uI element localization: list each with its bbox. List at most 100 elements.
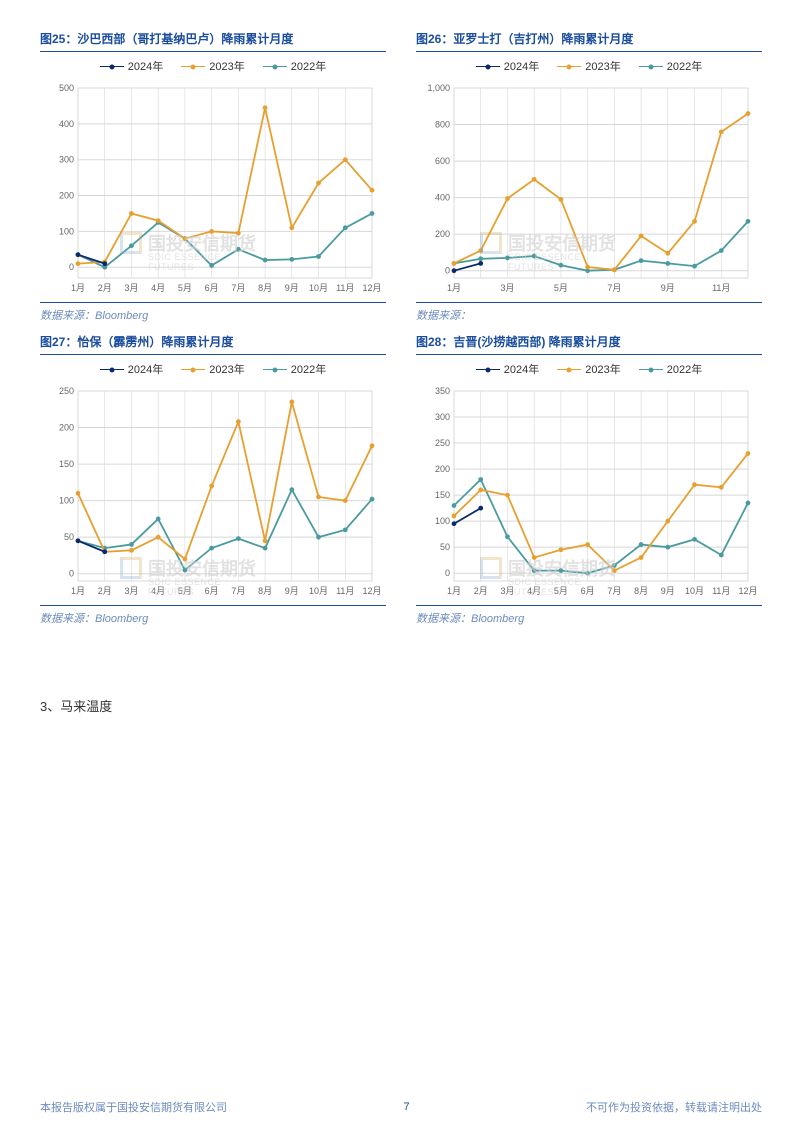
svg-text:4月: 4月 [151,586,165,596]
legend: 2024年 2023年 2022年 [416,58,762,74]
chart-c27: 0501001502002501月2月3月4月5月6月7月8月9月10月11月1… [40,383,380,603]
svg-text:10月: 10月 [309,586,328,596]
svg-text:3月: 3月 [500,586,514,596]
svg-text:200: 200 [59,191,74,201]
svg-text:2月: 2月 [98,586,112,596]
legend-item: 2022年 [639,58,702,74]
svg-text:8月: 8月 [258,283,272,293]
footer: 本报告版权属于国投安信期货有限公司 7 不可作为投资依据，转载请注明出处 [40,1099,762,1115]
svg-text:0: 0 [69,569,74,579]
svg-text:2月: 2月 [474,586,488,596]
footer-left: 本报告版权属于国投安信期货有限公司 [40,1099,227,1115]
svg-text:9月: 9月 [285,283,299,293]
svg-text:250: 250 [59,386,74,396]
svg-text:3月: 3月 [500,283,514,293]
svg-text:200: 200 [59,423,74,433]
legend: 2024年2023年2022年 [40,58,386,74]
svg-text:5月: 5月 [178,283,192,293]
svg-text:5月: 5月 [554,586,568,596]
svg-text:150: 150 [435,490,450,500]
svg-text:300: 300 [435,412,450,422]
data-source: 数据来源：Bloomberg [40,307,386,323]
svg-text:4月: 4月 [151,283,165,293]
svg-text:6月: 6月 [581,586,595,596]
chart-title: 图27：怡保（霹雳州）降雨累计月度 [40,333,386,354]
svg-text:1月: 1月 [71,283,85,293]
chart-c25: 01002003004005001月2月3月4月5月6月7月8月9月10月11月… [40,80,380,300]
svg-text:1月: 1月 [447,586,461,596]
svg-text:350: 350 [435,386,450,396]
svg-text:10月: 10月 [685,586,704,596]
svg-text:5月: 5月 [178,586,192,596]
chart-panel-c27: 图27：怡保（霹雳州）降雨累计月度 2024年 2023年 2022年 0 50 100 15… [40,333,386,626]
chart-c26: 02004006008001,0001月3月5月7月9月11月 [416,80,756,300]
chart-panel-c26: 图26：亚罗士打（吉打州）降雨累计月度2024年2023年2022年020040… [416,30,762,323]
data-source: 数据来源： [416,307,762,323]
data-source: 数据来源：Bloomberg [40,610,386,626]
svg-text:7月: 7月 [231,283,245,293]
svg-text:800: 800 [435,120,450,130]
legend: 2024年 2023年 2022年 [416,361,762,377]
svg-text:11月: 11月 [712,283,730,293]
svg-text:50: 50 [440,542,450,552]
chart-panel-c25: 图25：沙巴西部（哥打基纳巴卢）降雨累计月度 2024年2023年2022年 0 10… [40,30,386,323]
svg-text:11月: 11月 [336,283,354,293]
svg-text:2月: 2月 [98,283,112,293]
svg-text:3月: 3月 [124,586,138,596]
svg-text:8月: 8月 [258,586,272,596]
chart-title: 图25：沙巴西部（哥打基纳巴卢）降雨累计月度 [40,30,386,51]
svg-text:7月: 7月 [231,586,245,596]
legend-item: 2023年 [181,361,244,377]
legend-item: 2024年 [476,58,539,74]
legend-item: 2022年 [639,361,702,377]
chart-panel-c28: 图28：吉晋(沙捞越西部) 降雨累计月度 2024年 2023年 2022年 0 50 10… [416,333,762,626]
svg-text:300: 300 [59,155,74,165]
legend-item: 2022年 [263,361,326,377]
svg-text:200: 200 [435,464,450,474]
svg-text:9月: 9月 [285,586,299,596]
page-number: 7 [403,1101,409,1113]
svg-text:150: 150 [59,459,74,469]
svg-text:0: 0 [445,266,450,276]
svg-text:9月: 9月 [661,283,675,293]
svg-text:4月: 4月 [527,586,541,596]
svg-text:8月: 8月 [634,586,648,596]
svg-text:0: 0 [445,568,450,578]
section-note: 3、马来温度 [40,696,762,715]
chart-c28: 0 50 100 150 200 250 300 350 1月 2月 3月 4月 5月 6月 7月 8月 9月 1… [416,383,756,603]
svg-text:0: 0 [69,262,74,272]
legend-item: 2024年 [100,361,163,377]
svg-text:3月: 3月 [124,283,138,293]
legend: 2024年 2023年 2022年 [40,361,386,377]
svg-text:50: 50 [64,532,74,542]
svg-text:250: 250 [435,438,450,448]
footer-right: 不可作为投资依据，转载请注明出处 [586,1099,762,1115]
chart-title: 图28：吉晋(沙捞越西部) 降雨累计月度 [416,333,762,354]
svg-text:100: 100 [59,226,74,236]
legend-item: 2023年 [557,361,620,377]
svg-text:10月: 10月 [309,283,328,293]
legend-item: 2024年 [100,58,163,74]
chart-title: 图26：亚罗士打（吉打州）降雨累计月度 [416,30,762,51]
data-source: 数据来源：Bloomberg [416,610,762,626]
svg-text:200: 200 [435,229,450,239]
svg-text:9月: 9月 [661,586,675,596]
svg-text:100: 100 [435,516,450,526]
svg-text:11月: 11月 [712,586,730,596]
legend-item: 2024年 [476,361,539,377]
svg-text:12月: 12月 [362,586,380,596]
svg-text:5月: 5月 [554,283,568,293]
svg-text:12月: 12月 [738,586,756,596]
svg-text:1,000: 1,000 [427,83,450,93]
svg-text:100: 100 [59,496,74,506]
legend-item: 2023年 [557,58,620,74]
svg-text:12月: 12月 [362,283,380,293]
svg-text:600: 600 [435,156,450,166]
svg-text:6月: 6月 [205,586,219,596]
svg-text:7月: 7月 [607,586,621,596]
svg-text:7月: 7月 [607,283,621,293]
svg-text:11月: 11月 [336,586,354,596]
legend-item: 2022年 [263,58,326,74]
svg-text:6月: 6月 [205,283,219,293]
svg-text:1月: 1月 [447,283,461,293]
